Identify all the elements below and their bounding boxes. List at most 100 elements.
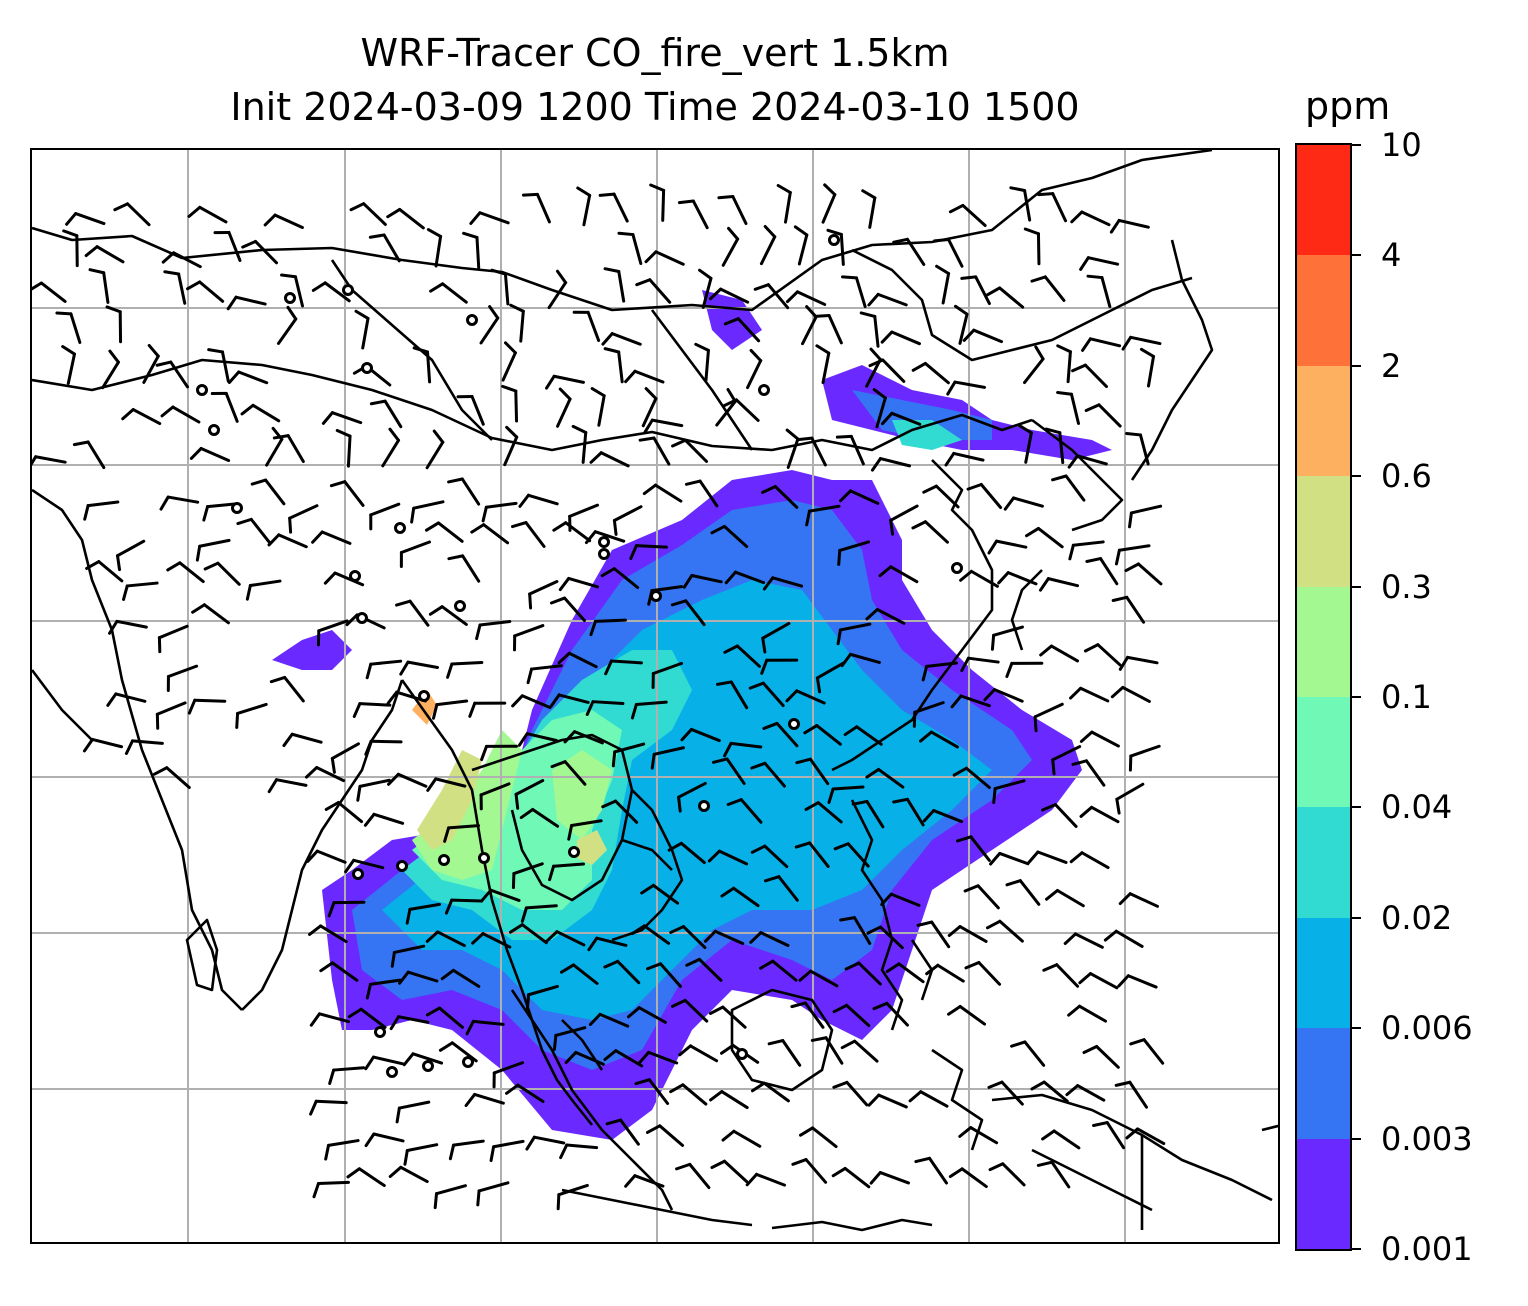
wind-barb-shaft xyxy=(567,576,599,589)
wind-barb-shaft xyxy=(648,278,672,304)
wind-barb-flag xyxy=(444,898,454,915)
wind-barb-shaft xyxy=(516,1083,545,1103)
wind-barb-shaft xyxy=(1071,540,1105,547)
wind-barb-shaft xyxy=(434,234,443,268)
wind-barb-shaft xyxy=(875,608,906,625)
wind-barb xyxy=(605,1118,640,1146)
wind-barb-shaft xyxy=(652,746,685,756)
wind-barb-flag xyxy=(403,1148,409,1166)
calm-wind-marker xyxy=(418,690,430,702)
wind-barb xyxy=(443,824,481,843)
wind-barb xyxy=(682,573,723,589)
wind-barb xyxy=(511,521,546,548)
wind-barb-flag xyxy=(308,924,323,936)
wind-barb xyxy=(166,664,199,693)
wind-barb-flag xyxy=(446,662,454,679)
wind-barb-shaft xyxy=(654,250,685,266)
wind-barb xyxy=(1070,210,1111,227)
wind-barb-flag xyxy=(226,295,238,311)
wind-barb-shaft xyxy=(610,332,642,346)
wind-barb xyxy=(547,269,568,310)
wind-barb xyxy=(319,961,359,982)
wind-barb-shaft xyxy=(889,892,921,907)
wind-barb-shaft xyxy=(878,925,904,950)
wind-barb xyxy=(32,281,67,303)
wind-barb-shaft xyxy=(824,1036,844,1065)
wind-barb-shaft xyxy=(803,1001,825,1029)
wind-barb-flag xyxy=(352,702,362,718)
wind-barb-flag xyxy=(992,787,997,804)
wind-barb xyxy=(556,1183,589,1211)
wind-barb-shaft xyxy=(524,521,546,548)
wind-barb xyxy=(1092,1121,1126,1150)
wind-barb xyxy=(988,1162,1026,1187)
wind-barb xyxy=(601,332,642,346)
calm-wind-marker xyxy=(342,284,354,296)
wind-barb-shaft xyxy=(66,352,76,385)
wind-barb xyxy=(958,1126,999,1145)
calm-wind-marker xyxy=(352,868,364,880)
wind-barb-flag xyxy=(263,213,277,227)
wind-barb-shaft xyxy=(471,1019,505,1026)
wind-barb-flag xyxy=(963,884,980,893)
chart-title-line-1: WRF-Tracer CO_fire_vert 1.5km xyxy=(360,31,950,75)
wind-barb-flag xyxy=(425,1006,442,1017)
wind-barb xyxy=(330,742,360,774)
wind-barb-shaft xyxy=(801,315,818,346)
wind-barb-shaft xyxy=(524,904,558,910)
wind-barb-shaft xyxy=(220,350,230,383)
wind-barb-flag xyxy=(1069,686,1083,700)
wind-barb-shaft xyxy=(330,411,363,425)
wind-barb xyxy=(433,1184,467,1210)
wind-barb xyxy=(763,875,799,902)
wind-barb-flag xyxy=(1128,511,1133,529)
wind-barb xyxy=(761,621,791,654)
wind-barb xyxy=(889,504,919,536)
wind-barb xyxy=(866,925,904,950)
wind-barb-flag xyxy=(804,801,820,811)
wind-barb-shaft xyxy=(1036,850,1068,864)
wind-barb xyxy=(352,702,392,718)
wind-barb-flag xyxy=(785,290,799,304)
wind-barb-shaft xyxy=(1097,403,1122,428)
wind-barb xyxy=(710,1159,749,1184)
wind-barb-shaft xyxy=(647,1050,679,1065)
wind-barb-flag xyxy=(1030,275,1047,283)
wind-barb-flag xyxy=(552,1033,558,1051)
wind-barb xyxy=(952,766,991,790)
wind-barb xyxy=(364,1055,405,1071)
wind-barb-shaft xyxy=(969,569,999,588)
colorbar-tick xyxy=(1352,364,1361,367)
colorbar-segment xyxy=(1297,365,1350,477)
wind-barb-flag xyxy=(708,287,723,301)
wind-barb xyxy=(865,347,882,388)
wind-barb xyxy=(880,411,922,426)
wind-barb-shaft xyxy=(994,539,1028,549)
wind-barb-flag xyxy=(611,750,617,768)
wind-barb-shaft xyxy=(852,916,872,945)
wind-barb xyxy=(402,1052,444,1067)
wind-barb-flag xyxy=(1121,335,1133,351)
wind-barb xyxy=(85,560,124,583)
wind-barb xyxy=(312,1180,350,1199)
wind-barb-flag xyxy=(365,982,372,1000)
wind-barb-shaft xyxy=(1064,474,1086,502)
wind-barb-flag xyxy=(364,1132,376,1148)
wind-barb-flag xyxy=(309,1099,318,1116)
wind-barb-shaft xyxy=(1052,1129,1081,1150)
wind-barb-shaft xyxy=(368,978,402,986)
wind-barb xyxy=(545,930,586,947)
wind-barb-flag xyxy=(959,569,973,582)
wind-barb-flag xyxy=(1027,850,1040,865)
wind-barb xyxy=(492,1061,524,1089)
wind-barb xyxy=(425,429,445,470)
wind-barb xyxy=(124,739,164,755)
wind-barb-shaft xyxy=(434,777,467,788)
wind-barb-shaft xyxy=(838,540,871,552)
wind-barb-flag xyxy=(113,202,129,212)
wind-barb xyxy=(517,732,558,747)
wind-barb-flag xyxy=(1085,557,1103,563)
wind-barb-flag xyxy=(161,251,176,264)
wind-barb-shaft xyxy=(998,286,1025,309)
wind-barb-flag xyxy=(108,619,119,635)
